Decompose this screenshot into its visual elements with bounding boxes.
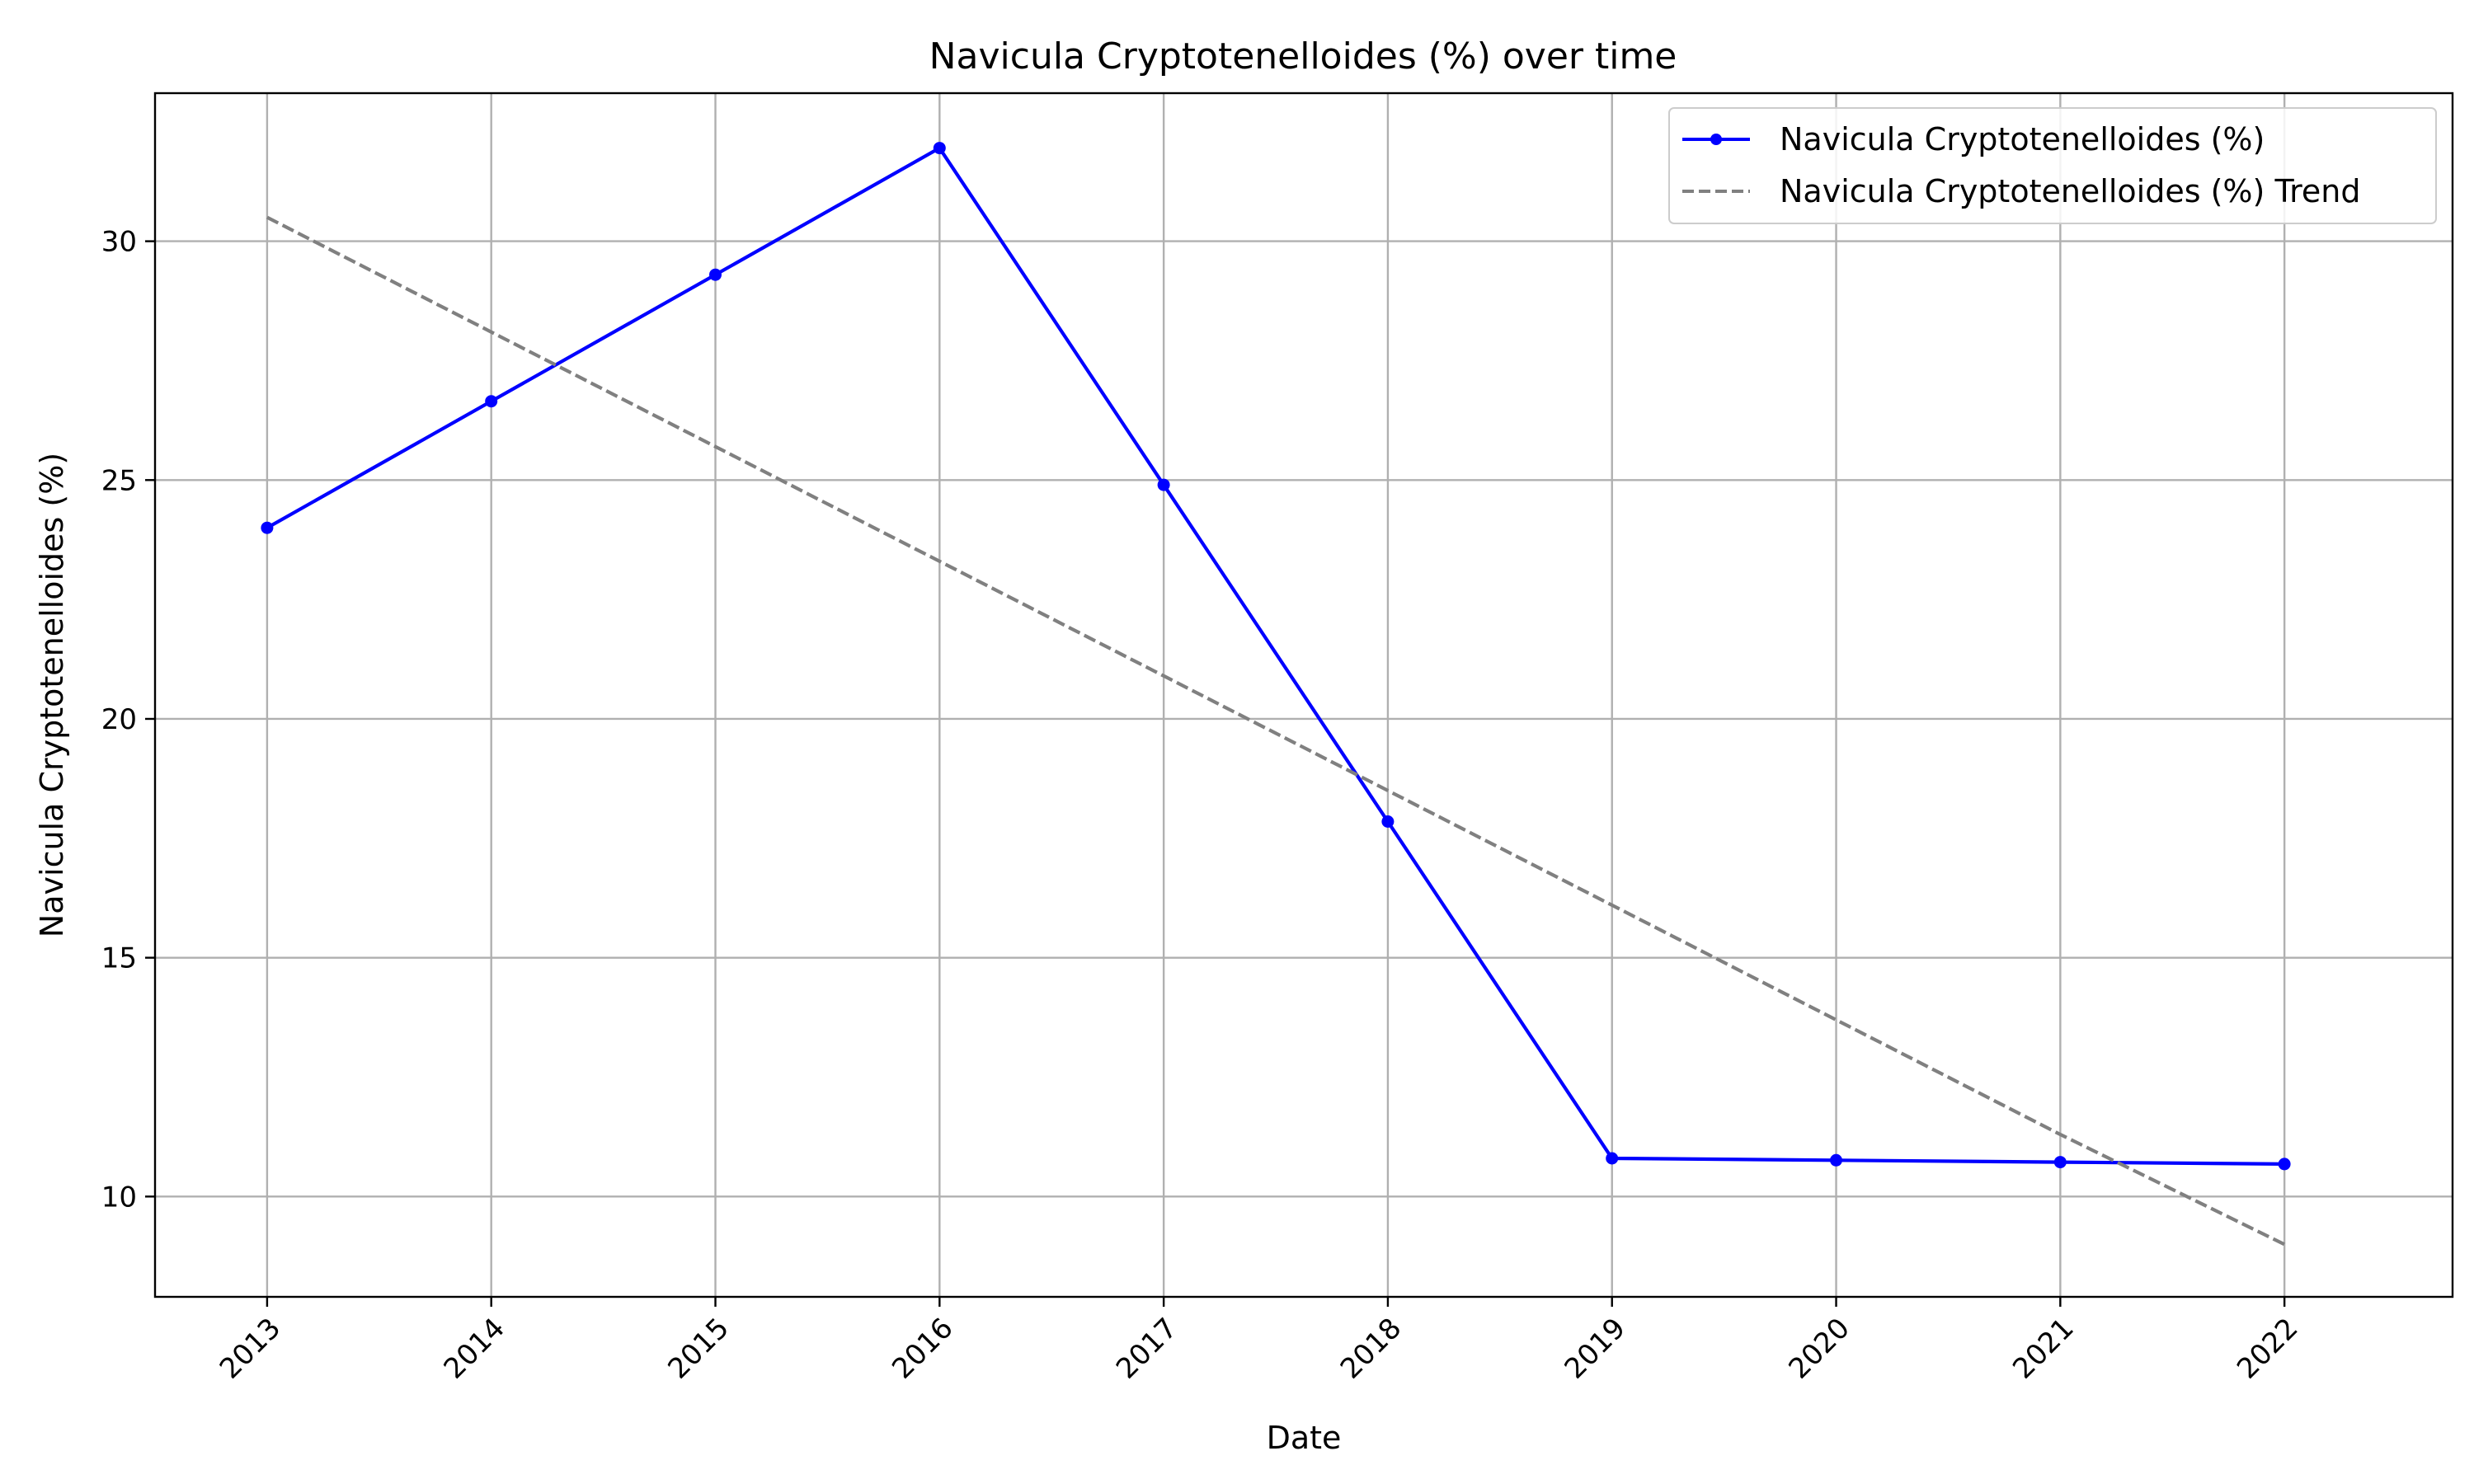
data-point	[1830, 1153, 1842, 1167]
plot-frame	[153, 92, 2454, 1298]
data-point	[1606, 1152, 1619, 1165]
data-point	[261, 521, 274, 534]
legend-box	[1668, 107, 2437, 224]
data-point	[1157, 478, 1170, 491]
horizontal-gridlines	[155, 240, 2453, 1198]
vertical-gridlines	[266, 93, 2286, 1297]
y-tick-label: 30	[101, 226, 137, 259]
legend-label-series-1: Navicula Cryptotenelloides (%) Trend	[1780, 173, 2360, 209]
x-axis-label: Date	[1267, 1420, 1342, 1456]
data-point	[933, 142, 946, 155]
y-tick-label: 25	[101, 464, 137, 497]
y-tick-label: 20	[101, 703, 137, 736]
y-tick-label: 10	[101, 1181, 137, 1214]
chart-title: Navicula Cryptotenelloides (%) over time	[929, 35, 1677, 77]
data-point	[1381, 815, 1395, 828]
y-tick-label: 15	[101, 942, 137, 975]
y-axis-label: Navicula Cryptotenelloides (%)	[34, 453, 70, 937]
y-axis: 10 15 20 25 30	[101, 226, 155, 1214]
data-point	[485, 395, 498, 408]
data-point	[2053, 1156, 2067, 1169]
data-point	[709, 268, 722, 281]
plot-area	[153, 92, 2454, 1298]
series-line-0	[266, 145, 2285, 1166]
legend: Navicula Cryptotenelloides (%) Navicula …	[1668, 107, 2437, 224]
legend-marker-series-0	[1710, 134, 1722, 145]
legend-label-series-0: Navicula Cryptotenelloides (%)	[1780, 121, 2265, 157]
data-point	[2278, 1158, 2291, 1171]
series-line-1	[266, 215, 2286, 1247]
series-layer	[261, 142, 2291, 1247]
